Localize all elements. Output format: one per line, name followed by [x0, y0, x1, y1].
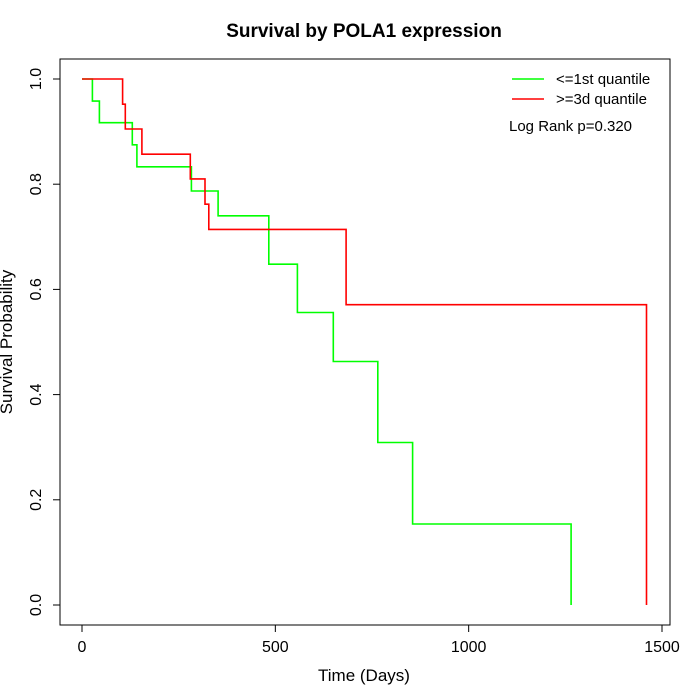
y-axis-label: Survival Probability: [0, 269, 16, 414]
y-tick-label: 0.0: [28, 594, 45, 616]
x-axis-label: Time (Days): [318, 666, 410, 685]
chart-title: Survival by POLA1 expression: [226, 21, 502, 42]
x-tick-label: 0: [78, 639, 87, 656]
series-layer: [82, 78, 648, 605]
legend-label: >=3d quantile: [556, 91, 647, 108]
x-tick-label: 500: [262, 639, 289, 656]
y-axis: 0.0 0.2 0.4 0.6 0.8 1.0: [28, 68, 61, 616]
survival-curve-2: [82, 78, 648, 605]
x-tick-label: 1500: [644, 639, 680, 656]
y-tick-label: 0.6: [28, 278, 45, 300]
y-tick-label: 0.2: [28, 489, 45, 511]
x-tick-label: 1000: [451, 639, 487, 656]
log-rank-annotation: Log Rank p=0.320: [509, 118, 632, 135]
y-tick-label: 0.4: [28, 383, 45, 405]
survival-curve-1: [82, 78, 572, 605]
y-tick-label: 0.8: [28, 173, 45, 195]
y-tick-label: 1.0: [28, 68, 45, 90]
x-axis: 0 500 1000 1500: [78, 624, 680, 656]
plot-frame: [59, 58, 671, 626]
legend-label: <=1st quantile: [556, 71, 650, 88]
legend: <=1st quantile >=3d quantile: [512, 71, 650, 108]
